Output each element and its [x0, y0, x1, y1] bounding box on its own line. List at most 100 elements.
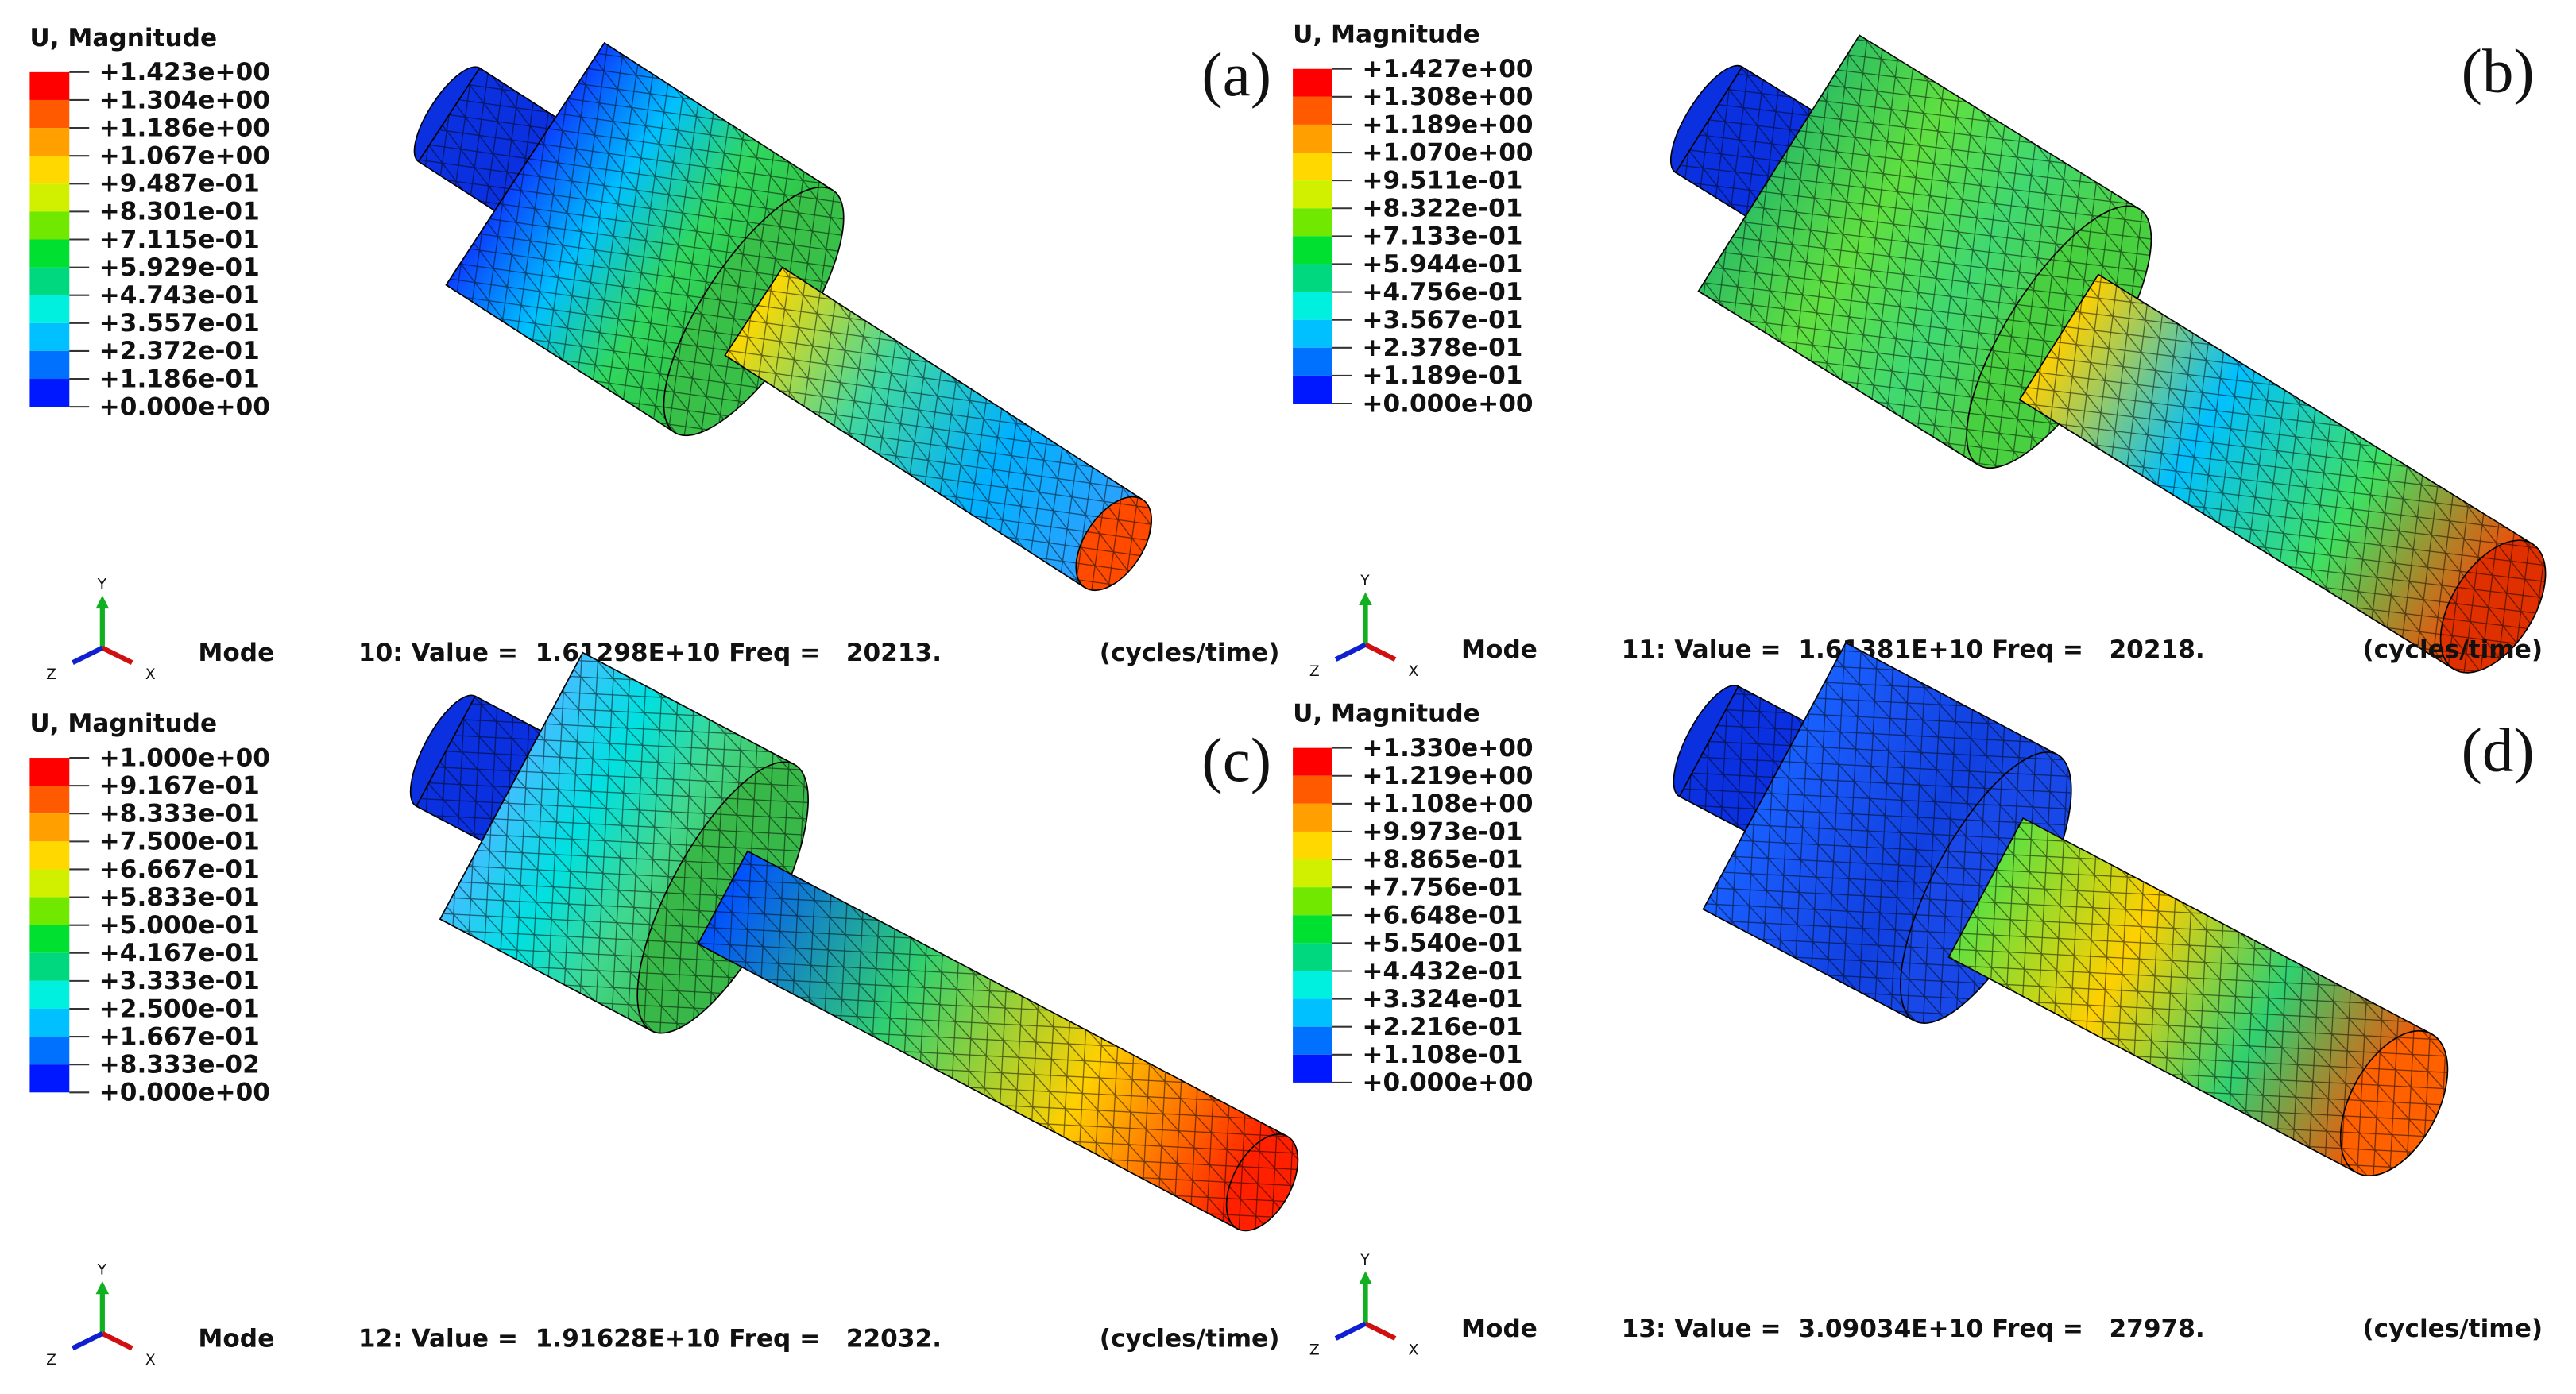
mode-info: 13: Value = 3.09034E+10 Freq = 27978. — [1622, 1315, 2205, 1343]
legend-swatch — [1293, 96, 1332, 125]
legend-swatch — [29, 897, 70, 925]
axis-z — [72, 1331, 104, 1351]
legend-label: +5.944e-01 — [1362, 250, 1522, 279]
legend-label: +8.333e-02 — [99, 1051, 260, 1079]
legend-swatch — [29, 350, 70, 380]
mode-info: 10: Value = 1.61298E+10 Freq = 20213. — [358, 639, 942, 667]
legend-swatch — [1293, 124, 1332, 153]
model-tip-mesh — [1076, 496, 1152, 591]
legend-label: +1.186e+00 — [99, 114, 270, 142]
axis-z-label: Z — [1309, 663, 1320, 680]
legend-swatch — [1293, 859, 1332, 888]
axis-y-label: Y — [97, 1262, 107, 1279]
legend-swatch — [1293, 264, 1332, 292]
mode-word: Mode — [198, 639, 274, 667]
legend-label: +8.333e-01 — [99, 800, 260, 828]
legend-swatch — [1293, 1054, 1332, 1083]
legend-swatch — [29, 925, 70, 953]
legend-label: +6.648e-01 — [1362, 902, 1522, 930]
panel: U, Magnitude +1.427e+00+1.308e+00+1.189e+… — [1293, 21, 2547, 680]
axis-z — [1334, 1321, 1367, 1341]
legend-label: +5.833e-01 — [99, 883, 260, 912]
legend-swatch — [1293, 747, 1332, 776]
legend-swatch — [29, 128, 70, 156]
figure-content: U, Magnitude +1.423e+00+1.304e+00+1.186e+… — [29, 21, 2547, 1369]
legend-swatch — [1293, 775, 1332, 804]
model-mesh — [725, 267, 1143, 588]
panel-label: (d) — [2462, 716, 2535, 786]
legend-swatch — [29, 869, 70, 898]
axis-z-label: Z — [46, 666, 56, 683]
legend-label: +8.865e-01 — [1362, 845, 1522, 874]
legend-label: +0.000e+00 — [1362, 389, 1533, 418]
mode-word: Mode — [198, 1324, 274, 1353]
mode-shape-model — [1673, 642, 2449, 1177]
model-tip-mesh — [2340, 1030, 2448, 1176]
legend-label: +1.219e+00 — [1362, 762, 1533, 790]
model-tip-mesh — [1226, 1133, 1298, 1231]
legend-label: +2.216e-01 — [1362, 1013, 1522, 1041]
legend-label: +4.432e-01 — [1362, 957, 1522, 986]
axis-x — [1364, 1321, 1397, 1341]
axis-x-label: X — [145, 1352, 156, 1369]
model-tip-mesh — [2440, 540, 2546, 673]
axis-x-label: X — [145, 666, 156, 683]
legend-label: +9.167e-01 — [99, 772, 260, 801]
legend-label: +9.511e-01 — [1362, 167, 1522, 195]
axis-y-head — [1359, 592, 1372, 605]
legend-label: +1.189e+00 — [1362, 110, 1533, 139]
legend-label: +3.324e-01 — [1362, 985, 1522, 1014]
legend-swatch — [29, 71, 70, 100]
legend-label: +8.322e-01 — [1362, 195, 1522, 223]
legend-swatch — [29, 99, 70, 129]
axis-x — [1364, 642, 1397, 662]
legend-title: U, Magnitude — [1293, 21, 1480, 49]
legend-label: +4.167e-01 — [99, 939, 260, 967]
axis-z-label: Z — [1309, 1342, 1320, 1359]
axis-x-label: X — [1409, 1342, 1419, 1359]
legend-label: +5.540e-01 — [1362, 929, 1522, 958]
panel: U, Magnitude +1.330e+00+1.219e+00+1.108e+… — [1293, 642, 2543, 1359]
legend-swatch — [29, 183, 70, 212]
model-mesh — [416, 696, 541, 841]
legend-label: +2.500e-01 — [99, 994, 260, 1023]
mode-units: (cycles/time) — [1100, 1324, 1280, 1353]
legend-swatch — [29, 980, 70, 1009]
mode-word: Mode — [1461, 1315, 1537, 1343]
legend-swatch — [29, 786, 70, 814]
axis-y-label: Y — [97, 576, 107, 593]
legend-label: +3.333e-01 — [99, 967, 260, 995]
model-mesh — [1703, 643, 2058, 1021]
legend-swatch — [29, 813, 70, 842]
axis-x-label: X — [1409, 663, 1419, 680]
legend-label: +7.115e-01 — [99, 226, 260, 254]
axis-y-label: Y — [1360, 573, 1370, 589]
legend-label: +3.557e-01 — [99, 309, 260, 338]
legend-swatch — [29, 1037, 70, 1065]
legend-swatch — [1293, 68, 1332, 97]
mode-shape-model — [409, 651, 1299, 1232]
legend-label: +0.000e+00 — [99, 393, 270, 422]
model-mesh — [1675, 67, 1812, 217]
legend-swatch — [1293, 347, 1332, 376]
legend-title: U, Magnitude — [29, 24, 217, 52]
legend-swatch — [29, 379, 70, 407]
legend-swatch — [29, 211, 70, 240]
legend-swatch — [1293, 1026, 1332, 1055]
legend-label: +5.929e-01 — [99, 253, 260, 282]
legend-swatch — [1293, 831, 1332, 860]
legend-label: +1.108e-01 — [1362, 1041, 1522, 1069]
model-mesh — [1948, 818, 2431, 1173]
axis-y-head — [95, 1280, 110, 1295]
legend-swatch — [1293, 971, 1332, 999]
axis-z-label: Z — [46, 1352, 56, 1369]
mode-info: 12: Value = 1.91628E+10 Freq = 22032. — [358, 1324, 942, 1353]
legend-label: +1.427e+00 — [1362, 55, 1533, 83]
legend-label: +1.108e+00 — [1362, 790, 1533, 818]
legend-label: +0.000e+00 — [99, 1079, 270, 1107]
legend-swatch — [29, 322, 70, 351]
axis-y-head — [95, 595, 110, 609]
model-mesh — [698, 851, 1287, 1230]
